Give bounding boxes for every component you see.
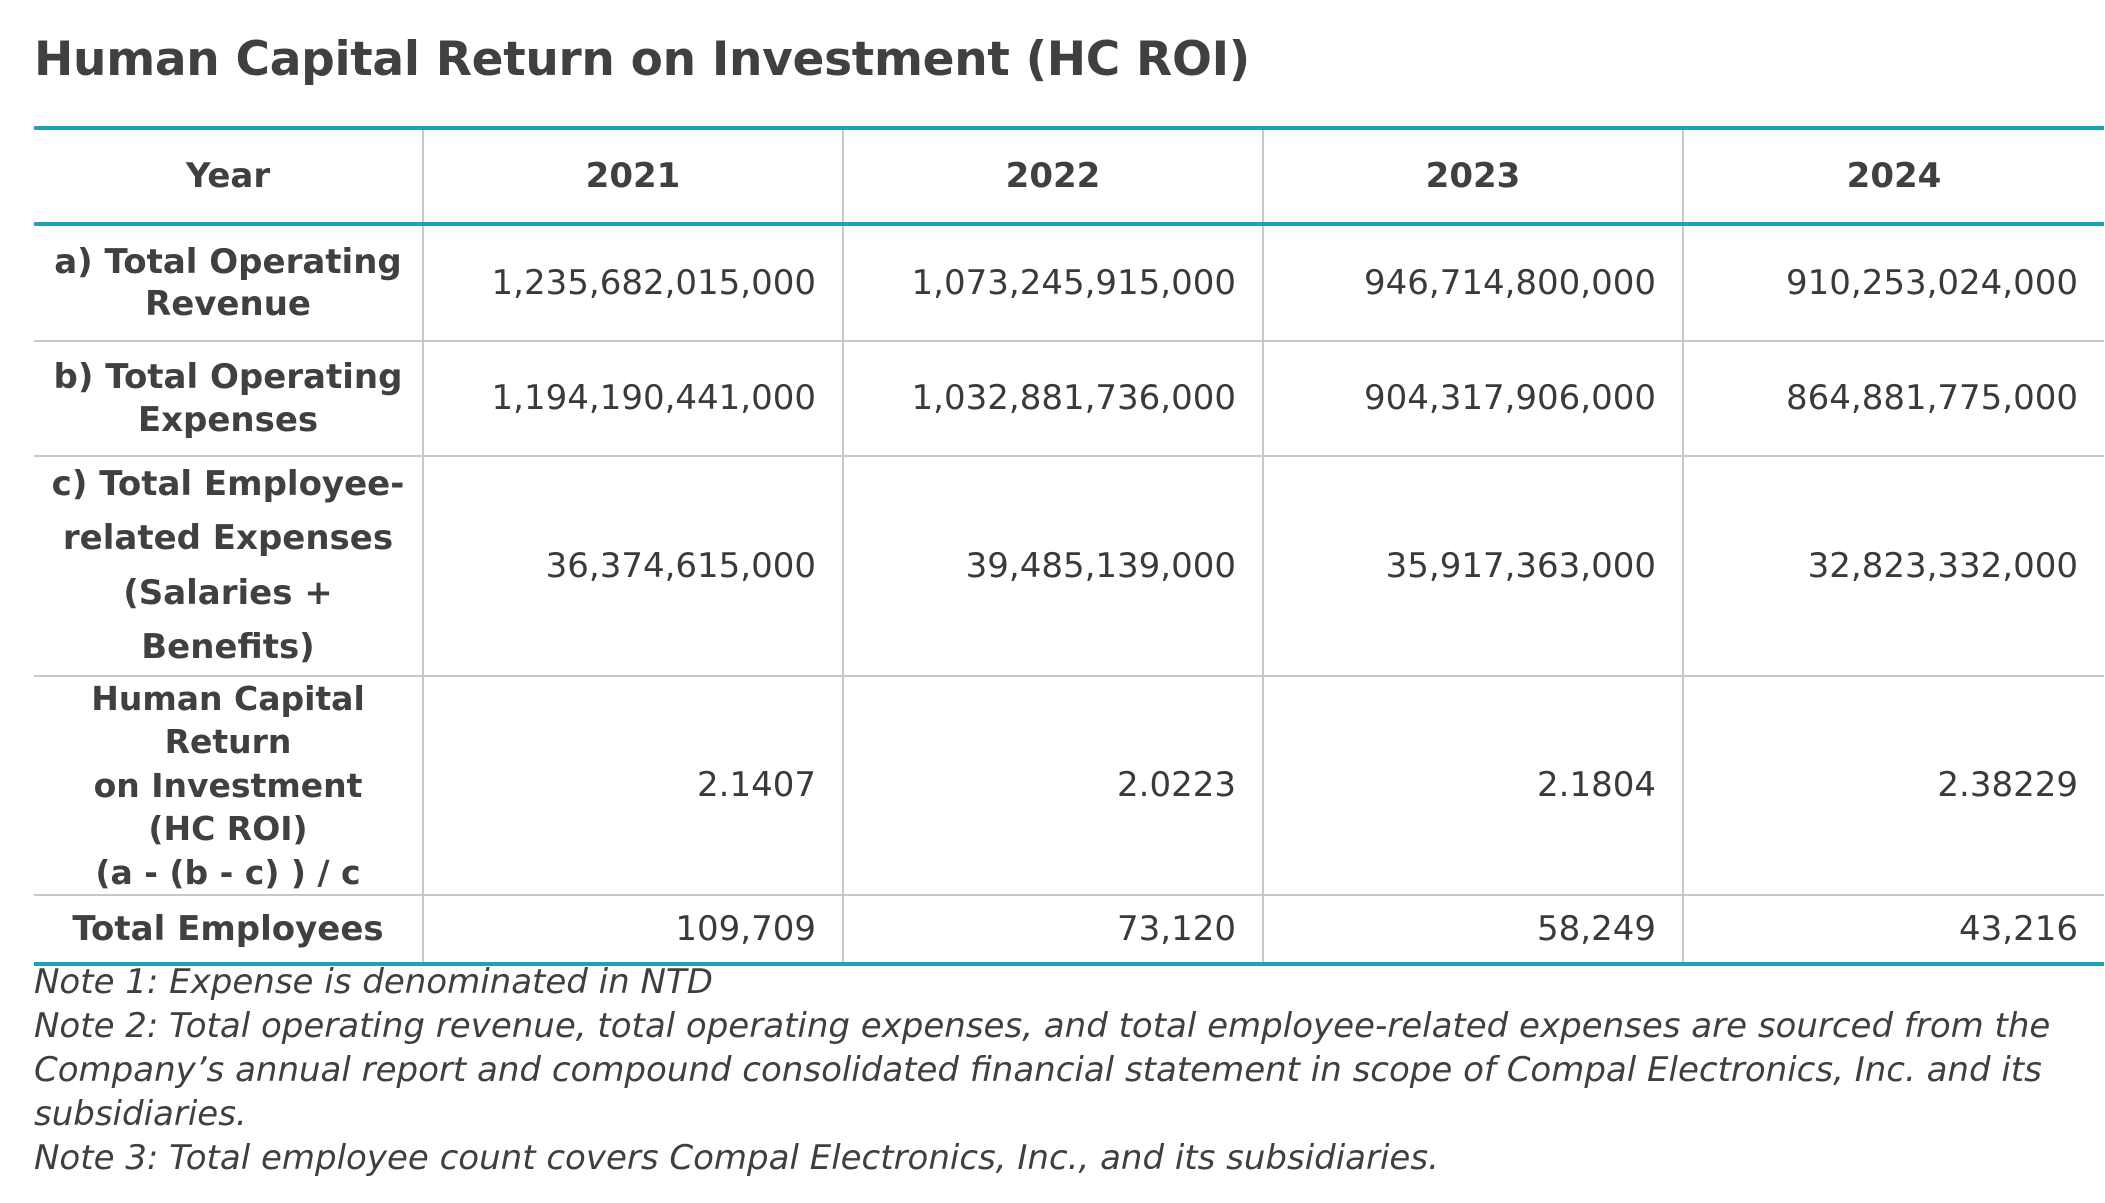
hc-roi-table: Year 2021 2022 2023 2024 a) Total Operat… (34, 126, 2104, 967)
row-label-line: (Salaries + Benefits) (123, 572, 333, 668)
cell-value: 58,249 (1262, 895, 1684, 965)
cell-value: 946,714,800,000 (1262, 224, 1684, 342)
footnote-3: Note 3: Total employee count covers Comp… (34, 1138, 1439, 1178)
cell-value: 2.38229 (1682, 675, 2104, 897)
cell-value: 39,485,139,000 (842, 456, 1264, 677)
cell-value: 32,823,332,000 (1682, 456, 2104, 677)
cell-value: 36,374,615,000 (422, 456, 844, 677)
cell-value: 2.1804 (1262, 675, 1684, 897)
page-title: Human Capital Return on Investment (HC R… (34, 32, 1250, 87)
row-label-total-operating-expenses: b) Total Operating Expenses (34, 341, 424, 457)
table-row: Total Employees 109,709 73,120 58,249 43… (34, 895, 2104, 965)
row-label-total-operating-revenue: a) Total Operating Revenue (34, 224, 424, 342)
cell-value: 1,194,190,441,000 (422, 341, 844, 457)
cell-value: 109,709 (422, 895, 844, 965)
table-row: a) Total Operating Revenue 1,235,682,015… (34, 224, 2104, 342)
row-label-line: on Investment (93, 765, 363, 805)
header-year-2024: 2024 (1682, 128, 2104, 226)
cell-value: 1,032,881,736,000 (842, 341, 1264, 457)
table-header-row: Year 2021 2022 2023 2024 (34, 128, 2104, 226)
cell-value: 2.1407 (422, 675, 844, 897)
header-year-2022: 2022 (842, 128, 1264, 226)
cell-value: 910,253,024,000 (1682, 224, 2104, 342)
table-row: Human Capital Return on Investment (HC R… (34, 675, 2104, 897)
row-label-line: Human Capital Return (91, 678, 365, 762)
row-label-hc-roi: Human Capital Return on Investment (HC R… (34, 675, 424, 897)
table-row: c) Total Employee- related Expenses (Sal… (34, 456, 2104, 677)
cell-value: 1,235,682,015,000 (422, 224, 844, 342)
header-year-label: Year (34, 128, 424, 226)
row-label-total-employees: Total Employees (34, 895, 424, 965)
cell-value: 43,216 (1682, 895, 2104, 965)
footnote-2: Note 2: Total operating revenue, total o… (34, 1006, 2051, 1134)
cell-value: 864,881,775,000 (1682, 341, 2104, 457)
header-year-2023: 2023 (1262, 128, 1684, 226)
footnote-1: Note 1: Expense is denominated in NTD (34, 962, 713, 1002)
row-label-line: c) Total Employee- (51, 464, 405, 504)
header-year-2021: 2021 (422, 128, 844, 226)
row-label-employee-related-expenses: c) Total Employee- related Expenses (Sal… (34, 456, 424, 677)
row-label-line: (a - (b - c) ) / c (95, 852, 361, 892)
cell-value: 1,073,245,915,000 (842, 224, 1264, 342)
cell-value: 2.0223 (842, 675, 1264, 897)
footnotes: Note 1: Expense is denominated in NTD No… (34, 960, 2074, 1180)
row-label-line: related Expenses (62, 518, 394, 559)
cell-value: 35,917,363,000 (1262, 456, 1684, 677)
cell-value: 904,317,906,000 (1262, 341, 1684, 457)
table-row: b) Total Operating Expenses 1,194,190,44… (34, 341, 2104, 457)
row-label-line: (HC ROI) (148, 809, 308, 849)
cell-value: 73,120 (842, 895, 1264, 965)
